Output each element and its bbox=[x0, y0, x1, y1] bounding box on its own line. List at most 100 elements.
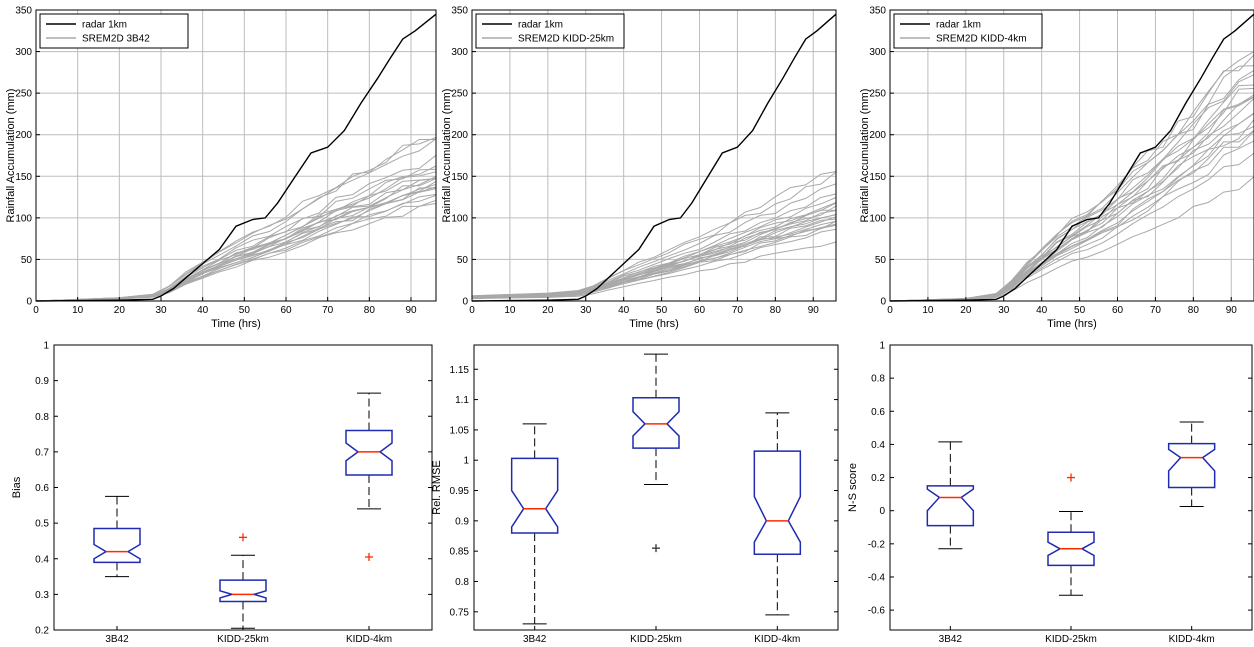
y-tick-label: 0 bbox=[26, 297, 32, 308]
legend-label-ensemble: SREM2D KIDD-4km bbox=[936, 34, 1027, 45]
y-tick-label: 350 bbox=[15, 6, 32, 17]
ensemble-series-line bbox=[471, 193, 837, 298]
y-tick-label: 0.4 bbox=[871, 440, 885, 451]
y-tick-label: 300 bbox=[15, 47, 32, 58]
y-tick-label: 0.2 bbox=[871, 473, 885, 484]
category-label: 3B42 bbox=[105, 634, 129, 645]
legend-label-radar: radar 1km bbox=[936, 20, 981, 31]
y-tick-label: 1 bbox=[463, 456, 469, 467]
ensemble-series-line bbox=[889, 96, 1254, 302]
notched-box bbox=[926, 485, 975, 527]
notched-box bbox=[93, 527, 141, 564]
y-tick-label: 350 bbox=[869, 6, 886, 17]
ensemble-series-line bbox=[35, 165, 437, 302]
ensemble-series-line bbox=[471, 171, 837, 297]
y-tick-label: 50 bbox=[21, 255, 33, 266]
ensemble-series-line bbox=[35, 178, 437, 302]
y-tick-label: 0.9 bbox=[35, 376, 49, 387]
x-axis-label: Time (hrs) bbox=[211, 318, 261, 330]
notched-box bbox=[345, 429, 393, 476]
y-tick-label: 0.8 bbox=[35, 412, 49, 423]
y-axis-label: Bias bbox=[11, 476, 23, 498]
x-axis-label: Time (hrs) bbox=[1047, 318, 1097, 330]
ensemble-series-line bbox=[35, 178, 437, 302]
ensemble-series-line bbox=[471, 241, 837, 300]
boxplot-panel-5: -0.6 -0.4 -0.2 0 0.2 0.4 0.6 0.8 1 3B42 KIDD-25km K… bbox=[847, 341, 1253, 645]
legend-label-radar: radar 1km bbox=[518, 20, 563, 31]
x-tick-label: 20 bbox=[960, 305, 972, 316]
ensemble-series-line bbox=[889, 54, 1254, 302]
x-tick-label: 0 bbox=[469, 305, 475, 316]
y-tick-label: 0.6 bbox=[871, 407, 885, 418]
x-tick-label: 10 bbox=[72, 305, 84, 316]
accumulation-panel-0: 0 10 20 30 40 50 60 70 80 90 0 50 100 150 200 250 300 350… bbox=[5, 6, 437, 330]
ensemble-series-line bbox=[889, 140, 1254, 302]
x-tick-label: 40 bbox=[197, 305, 209, 316]
ensemble-series-line bbox=[35, 168, 437, 302]
x-tick-label: 0 bbox=[887, 305, 893, 316]
category-label: 3B42 bbox=[939, 634, 963, 645]
y-tick-label: 50 bbox=[457, 255, 469, 266]
notched-box bbox=[219, 579, 267, 603]
category-label: KIDD-25km bbox=[1045, 634, 1097, 645]
plot-frame bbox=[473, 344, 839, 631]
y-tick-label: 0.8 bbox=[455, 577, 469, 588]
x-axis-label: Time (hrs) bbox=[629, 318, 679, 330]
y-axis-label: Rainfall Accumulation (mm) bbox=[441, 89, 453, 223]
ensemble-series-line bbox=[889, 94, 1254, 302]
x-tick-label: 70 bbox=[732, 305, 744, 316]
x-tick-label: 90 bbox=[808, 305, 820, 316]
ensemble-series-line bbox=[889, 130, 1254, 302]
ensemble-series-line bbox=[889, 152, 1254, 302]
ensemble-series-line bbox=[35, 138, 437, 302]
legend-label-ensemble: SREM2D KIDD-25km bbox=[518, 34, 614, 45]
y-tick-label: 300 bbox=[451, 47, 468, 58]
ensemble-series-line bbox=[889, 96, 1254, 302]
legend-box bbox=[39, 13, 189, 49]
legend-box bbox=[893, 13, 1043, 49]
y-tick-label: -0.6 bbox=[868, 606, 886, 617]
y-tick-label: 50 bbox=[875, 255, 887, 266]
y-axis-label: N-S score bbox=[847, 463, 859, 512]
notched-box bbox=[510, 457, 559, 534]
radar-series-line bbox=[471, 13, 837, 302]
radar-series-line bbox=[35, 13, 437, 302]
y-tick-label: 250 bbox=[451, 89, 468, 100]
x-tick-label: 70 bbox=[1150, 305, 1162, 316]
accumulation-panel-1: 0 10 20 30 40 50 60 70 80 90 0 50 100 150 200 250 300 350… bbox=[441, 6, 837, 330]
y-tick-label: 0.4 bbox=[35, 554, 49, 565]
y-tick-label: 0.2 bbox=[35, 626, 49, 637]
notched-box bbox=[1047, 531, 1095, 567]
x-tick-label: 90 bbox=[405, 305, 417, 316]
legend-label-radar: radar 1km bbox=[82, 20, 127, 31]
plot-frame bbox=[471, 9, 837, 302]
ensemble-series-line bbox=[471, 197, 837, 298]
ensemble-series-line bbox=[471, 223, 837, 299]
legend-label-ensemble: SREM2D 3B42 bbox=[82, 34, 150, 45]
x-tick-label: 0 bbox=[33, 305, 39, 316]
ensemble-series-line bbox=[35, 139, 436, 302]
ensemble-series-line bbox=[471, 202, 837, 298]
y-tick-label: 200 bbox=[869, 130, 886, 141]
x-tick-label: 50 bbox=[656, 305, 668, 316]
y-tick-label: 300 bbox=[869, 47, 886, 58]
y-tick-label: 0 bbox=[462, 297, 468, 308]
ensemble-series-line bbox=[889, 65, 1254, 302]
category-label: KIDD-4km bbox=[346, 634, 392, 645]
y-tick-label: 0.95 bbox=[450, 486, 470, 497]
category-label: KIDD-4km bbox=[1169, 634, 1215, 645]
y-tick-label: 1 bbox=[43, 341, 49, 352]
y-axis-label: Rainfall Accumulation (mm) bbox=[859, 89, 871, 223]
x-tick-label: 30 bbox=[155, 305, 167, 316]
x-tick-label: 10 bbox=[922, 305, 934, 316]
notched-box bbox=[1167, 442, 1216, 489]
y-tick-label: 0.7 bbox=[35, 447, 49, 458]
ensemble-series-line bbox=[35, 171, 437, 302]
boxplot-panel-4: 0.75 0.8 0.85 0.9 0.95 1 1.05 1.1 1.15 3B42 KIDD-2… bbox=[431, 344, 839, 645]
ensemble-series-line bbox=[889, 119, 1254, 302]
x-tick-label: 80 bbox=[364, 305, 376, 316]
y-tick-label: 0.6 bbox=[35, 483, 49, 494]
y-tick-label: 0.8 bbox=[871, 374, 885, 385]
y-tick-label: -0.4 bbox=[868, 572, 886, 583]
ensemble-series-line bbox=[471, 183, 837, 297]
